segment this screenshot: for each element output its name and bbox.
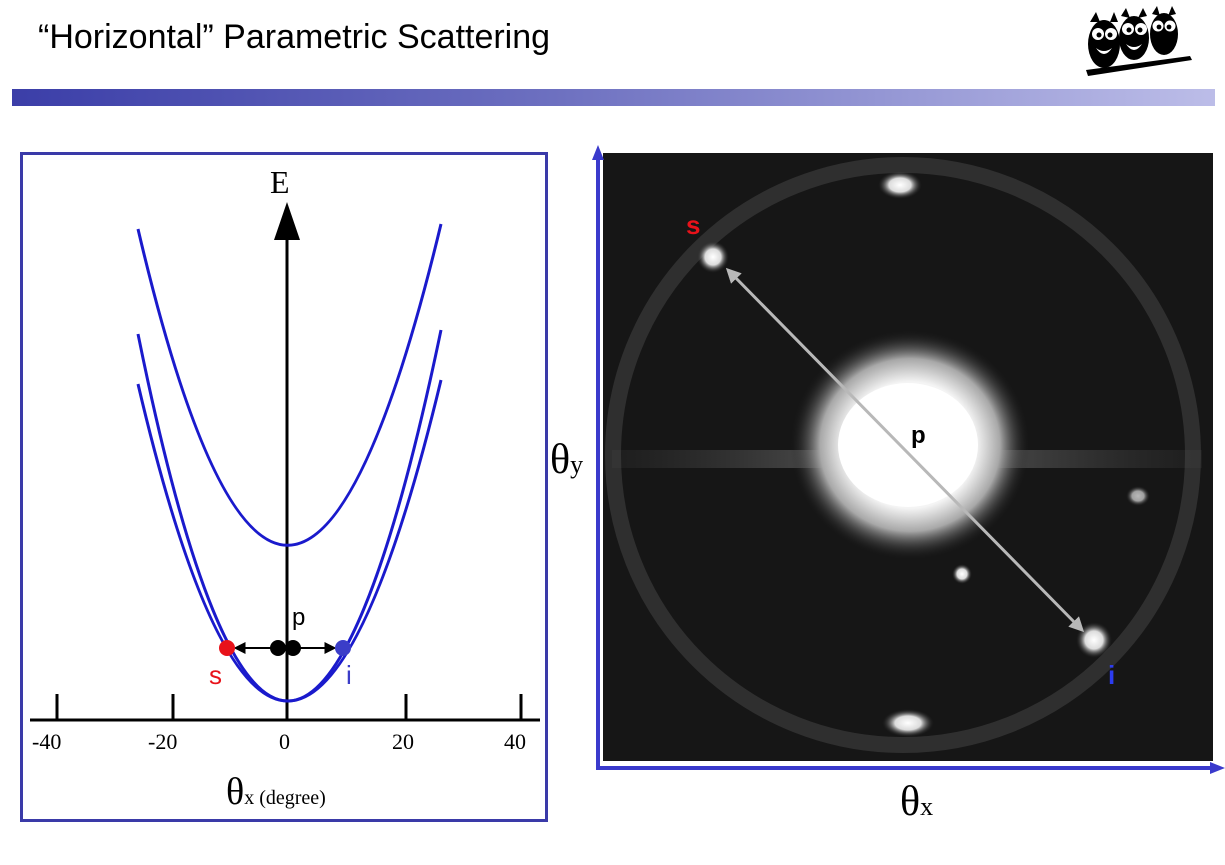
dispersion-diagram (30, 202, 540, 722)
lower-center-spot (952, 564, 972, 584)
tick-label-neg40: -40 (32, 729, 62, 754)
pump-label: p (292, 604, 306, 631)
tick-label-40: 40 (504, 729, 526, 754)
tick-label-20: 20 (392, 729, 414, 754)
theta-x-axis-label: θx (900, 778, 933, 826)
lower-branch-curve (136, 379, 443, 703)
bottom-spot (882, 709, 934, 737)
theta-x-sub: x (920, 792, 934, 821)
signal-idler-arrow (725, 267, 1085, 633)
dispersion-diagram-panel (20, 152, 548, 822)
idler-spot (1076, 622, 1112, 658)
x-axis-unit: x (degree) (244, 787, 326, 809)
pump-dot-right (285, 640, 301, 656)
idler-label: i (346, 660, 352, 690)
theta-y-sub: y (570, 450, 584, 479)
tick-label-0: 0 (279, 729, 290, 754)
theta-y-axis-label: θy (550, 436, 583, 484)
theta-symbol: θ (226, 771, 245, 813)
upper-branch-curve (136, 223, 443, 547)
idler-dot (335, 640, 351, 656)
far-field-idler-label: i (1108, 660, 1116, 690)
title-underline-bar (12, 89, 1215, 106)
tick-label-neg20: -20 (148, 729, 178, 754)
signal-dot (219, 640, 235, 656)
theta-y-axis-arrowhead (592, 145, 604, 160)
pump-dot-left (270, 640, 286, 656)
theta-x-axis-arrowhead (1210, 762, 1225, 774)
theta-y-symbol: θ (550, 437, 571, 483)
signal-spot (697, 241, 729, 273)
owl-logo-icon (1086, 6, 1192, 76)
x-axis-label-left: θx (degree) (226, 770, 326, 814)
energy-axis-label: E (270, 164, 290, 200)
slide-title: “Horizontal” Parametric Scattering (38, 18, 551, 56)
right-spot (1126, 486, 1150, 506)
far-field-pump-label: p (911, 422, 926, 449)
top-spot (878, 171, 922, 199)
far-field-signal-label: s (686, 210, 701, 240)
energy-axis-arrowhead (274, 202, 300, 240)
theta-x-symbol: θ (900, 779, 921, 825)
signal-label: s (209, 660, 222, 690)
